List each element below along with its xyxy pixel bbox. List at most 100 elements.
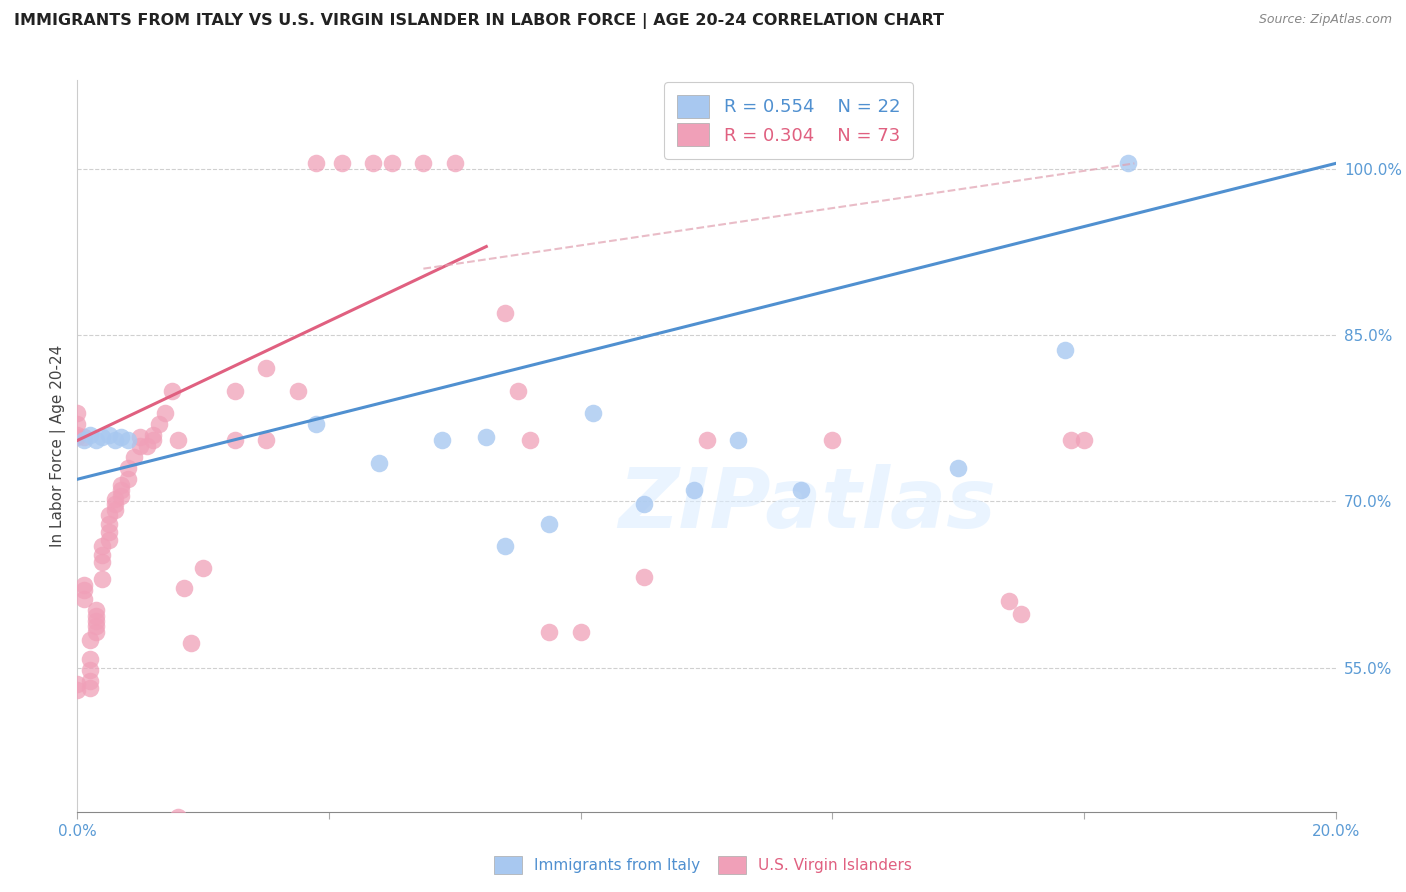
Point [79, 632, 101, 647]
Point [129, 430, 152, 444]
Point [84, 608, 107, 623]
Point [368, 456, 391, 470]
Point [633, 497, 655, 511]
Point [173, 581, 195, 595]
Point [287, 384, 309, 398]
Point [79, 681, 101, 695]
Point [104, 497, 127, 511]
Point [444, 156, 467, 170]
Point [696, 434, 718, 448]
Point [104, 503, 127, 517]
Point [97, 516, 120, 531]
Point [330, 156, 353, 170]
Point [475, 430, 498, 444]
Point [412, 156, 434, 170]
Point [135, 439, 157, 453]
Point [72, 591, 94, 606]
Point [305, 156, 328, 170]
Point [91, 430, 114, 444]
Point [519, 434, 541, 448]
Point [633, 570, 655, 584]
Point [129, 439, 152, 453]
Point [104, 434, 127, 448]
Point [97, 508, 120, 522]
Point [569, 625, 592, 640]
Point [117, 434, 139, 448]
Point [84, 603, 107, 617]
Point [91, 572, 114, 586]
Text: ZIPatlas: ZIPatlas [619, 464, 995, 545]
Point [84, 618, 107, 632]
Point [91, 539, 114, 553]
Point [381, 156, 404, 170]
Point [538, 625, 561, 640]
Text: Source: ZipAtlas.com: Source: ZipAtlas.com [1258, 13, 1392, 27]
Text: IMMIGRANTS FROM ITALY VS U.S. VIRGIN ISLANDER IN LABOR FORCE | AGE 20-24 CORRELA: IMMIGRANTS FROM ITALY VS U.S. VIRGIN ISL… [14, 13, 943, 29]
Point [997, 594, 1019, 608]
Point [180, 636, 202, 650]
Point [948, 461, 970, 475]
Point [582, 406, 605, 420]
Point [167, 434, 190, 448]
Point [224, 384, 246, 398]
Point [254, 434, 277, 448]
Point [110, 430, 132, 444]
Point [66, 682, 89, 697]
Point [84, 434, 107, 448]
Point [72, 577, 94, 591]
Point [97, 525, 120, 540]
Point [66, 406, 89, 420]
Point [494, 306, 516, 320]
Point [91, 548, 114, 562]
Point [72, 430, 94, 444]
Point [1054, 343, 1077, 357]
Point [79, 663, 101, 677]
Point [361, 156, 384, 170]
Legend: R = 0.554    N = 22, R = 0.304    N = 73: R = 0.554 N = 22, R = 0.304 N = 73 [664, 82, 912, 159]
Point [97, 533, 120, 548]
Point [79, 673, 101, 688]
Point [110, 483, 132, 498]
Point [1010, 607, 1032, 622]
Point [142, 428, 165, 442]
Point [84, 625, 107, 640]
Point [104, 492, 127, 507]
Point [432, 434, 454, 448]
Y-axis label: In Labor Force | Age 20-24: In Labor Force | Age 20-24 [51, 345, 66, 547]
Point [97, 428, 120, 442]
Point [727, 434, 749, 448]
Point [167, 810, 190, 824]
Point [160, 384, 183, 398]
Point [191, 561, 215, 575]
Point [110, 477, 132, 491]
Point [1060, 434, 1083, 448]
Point [117, 472, 139, 486]
Point [148, 417, 170, 431]
Point [66, 677, 89, 691]
Point [305, 417, 328, 431]
Point [683, 483, 706, 498]
Point [1116, 156, 1139, 170]
Point [72, 434, 94, 448]
Point [254, 361, 277, 376]
Point [72, 583, 94, 598]
Point [821, 434, 844, 448]
Point [110, 489, 132, 503]
Point [84, 614, 107, 628]
Legend: Immigrants from Italy, U.S. Virgin Islanders: Immigrants from Italy, U.S. Virgin Islan… [488, 850, 918, 880]
Point [91, 555, 114, 569]
Point [506, 384, 529, 398]
Point [142, 434, 165, 448]
Point [117, 461, 139, 475]
Point [66, 417, 89, 431]
Point [79, 652, 101, 666]
Point [79, 428, 101, 442]
Point [494, 539, 516, 553]
Point [224, 434, 246, 448]
Point [155, 406, 177, 420]
Point [66, 430, 89, 444]
Point [66, 428, 89, 442]
Point [538, 516, 561, 531]
Point [122, 450, 145, 464]
Point [790, 483, 813, 498]
